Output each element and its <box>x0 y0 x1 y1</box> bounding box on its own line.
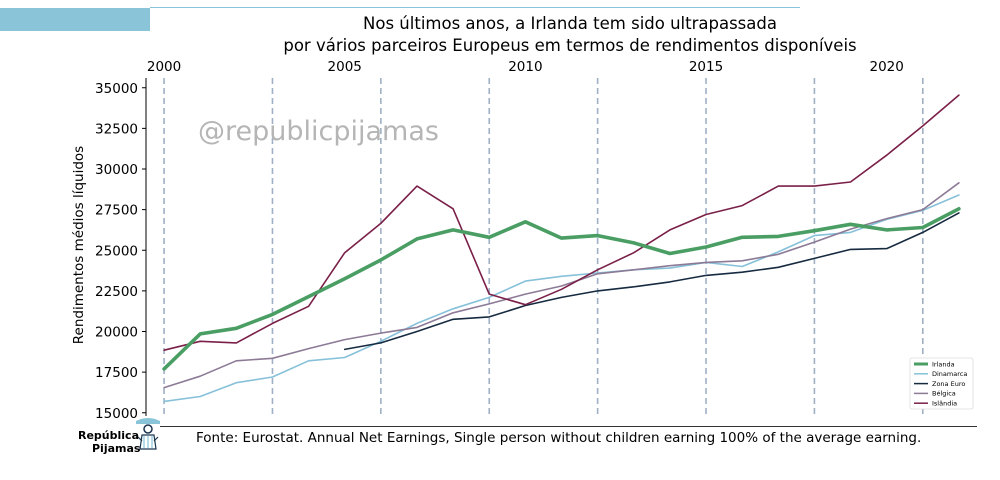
y-tick-label: 15000 <box>95 406 138 422</box>
series-line-dinamarca <box>163 194 960 403</box>
source-note: Fonte: Eurostat. Annual Net Earnings, Si… <box>196 430 922 446</box>
logo-text-line-2: Pijamas <box>92 442 141 455</box>
footer-rule <box>160 426 977 427</box>
y-tick-label: 20000 <box>95 325 138 341</box>
pijamas-figure-icon <box>136 418 160 450</box>
series-line-zona-euro <box>343 212 960 351</box>
legend-box <box>909 357 974 410</box>
accent-rule <box>150 7 800 8</box>
series-line-islândia <box>163 94 960 351</box>
logo-text-line-1: República <box>78 429 139 442</box>
series-line-bélgica <box>163 182 960 389</box>
x-tick-label: 2015 <box>689 59 723 75</box>
watermark-text: @republicpijamas <box>198 116 439 147</box>
y-tick-label: 30000 <box>95 162 138 178</box>
republica-pijamas-logo: República Pijamas <box>78 415 168 460</box>
x-tick-label: 2020 <box>869 59 903 75</box>
accent-bar <box>0 8 150 31</box>
y-tick-label: 25000 <box>95 243 138 259</box>
y-tick-label: 22500 <box>95 284 138 300</box>
legend-label: Zona Euro <box>932 380 965 388</box>
legend-label: Bélgica <box>932 390 956 398</box>
legend-label: Irlanda <box>932 360 955 368</box>
chart-title-line-1: Nos últimos anos, a Irlanda tem sido ult… <box>363 14 777 33</box>
x-tick-label: 2000 <box>147 59 181 75</box>
x-tick-label: 2010 <box>508 59 542 75</box>
y-tick-label: 17500 <box>95 365 138 381</box>
x-tick-label: 2005 <box>328 59 362 75</box>
legend-label: Dinamarca <box>932 370 967 378</box>
y-tick-label: 27500 <box>95 203 138 219</box>
legend-label: Islândia <box>932 400 957 408</box>
series-line-irlanda <box>162 207 961 371</box>
y-tick-label: 35000 <box>95 81 138 97</box>
y-tick-label: 32500 <box>95 121 138 137</box>
chart-title-line-2: por vários parceiros Europeus em termos … <box>283 36 857 55</box>
